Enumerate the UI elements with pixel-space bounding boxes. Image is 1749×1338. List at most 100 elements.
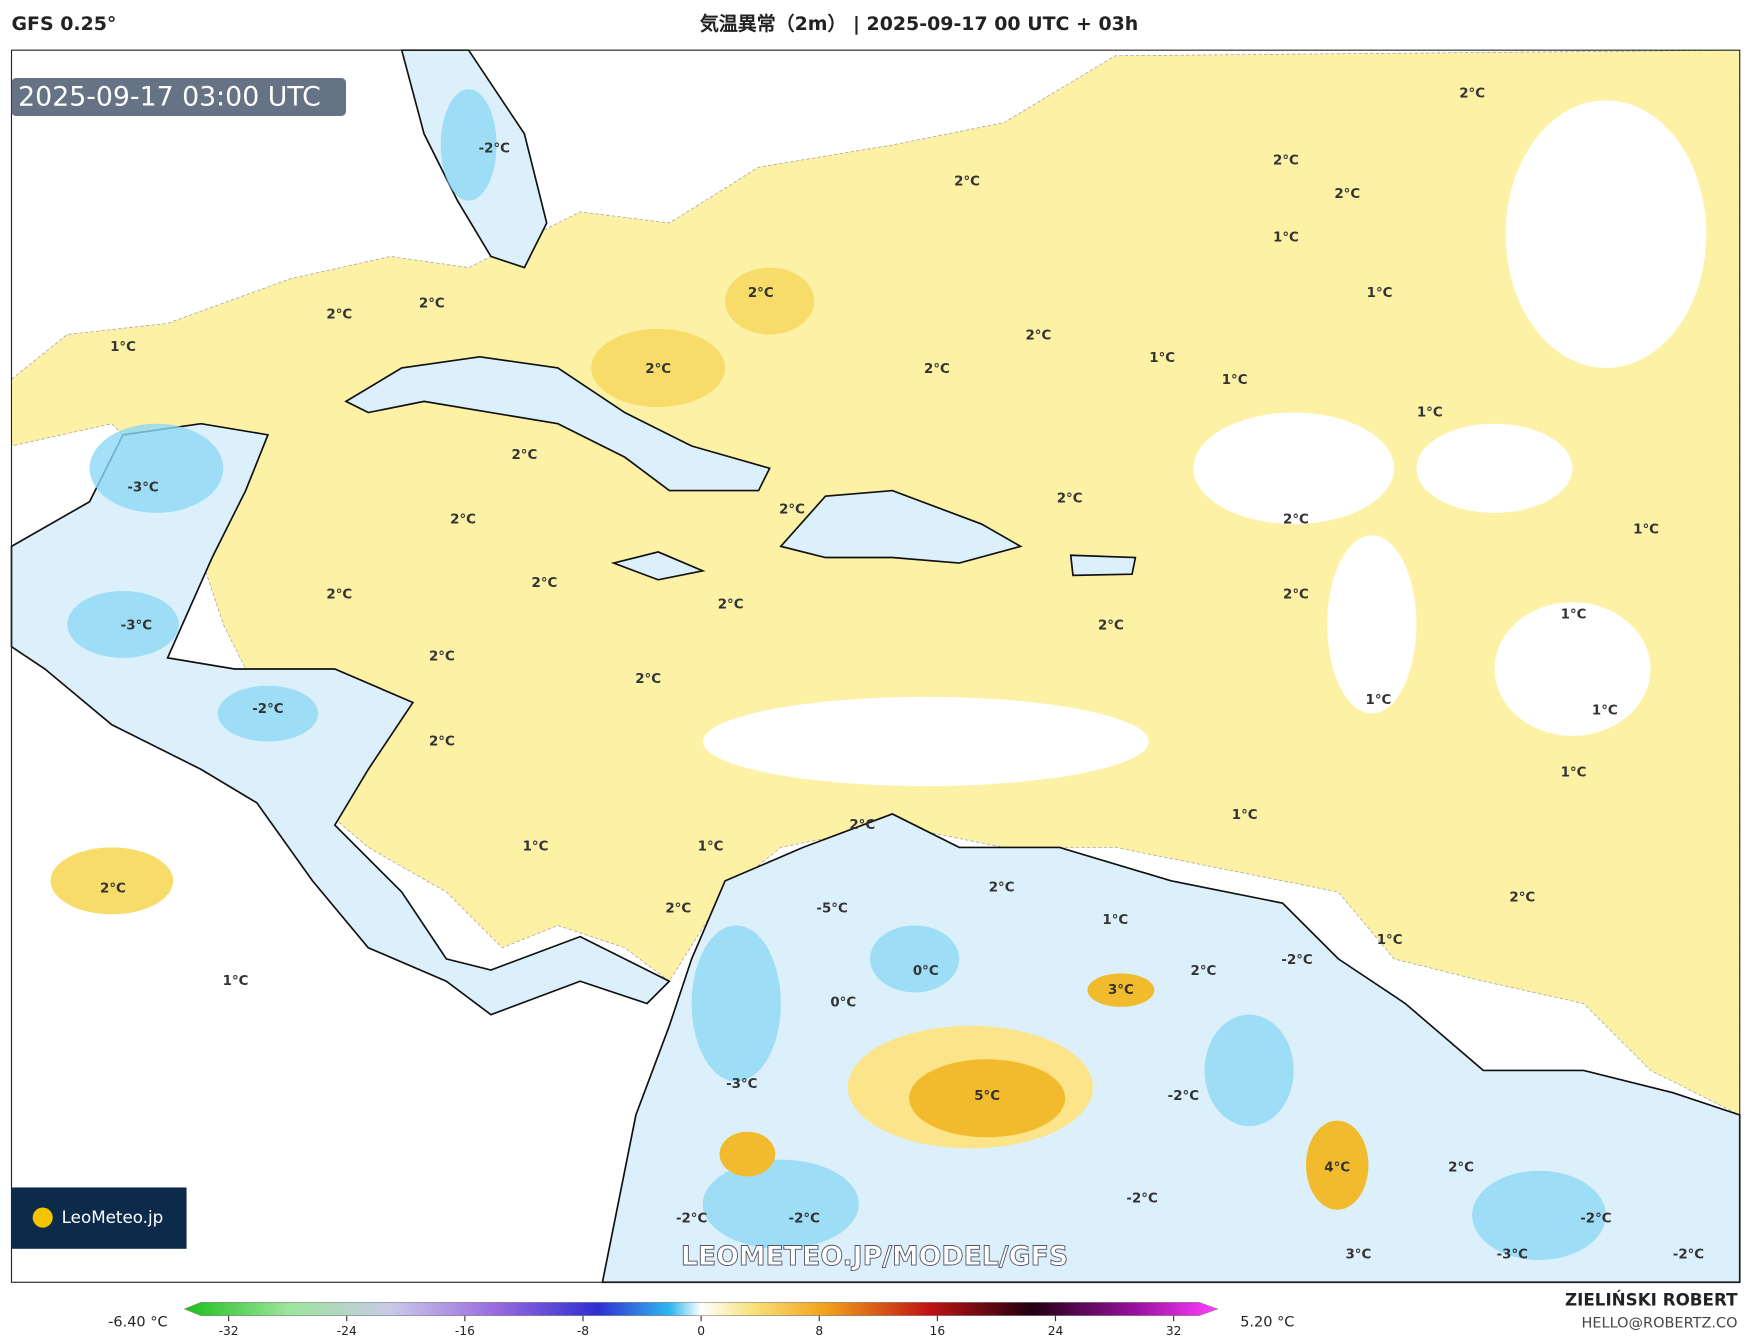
land <box>1069 554 1137 577</box>
contour-label: 2°C <box>1459 87 1485 102</box>
contour-label: 2°C <box>989 881 1015 896</box>
land <box>10 422 671 1016</box>
contour-label: -2°C <box>479 141 510 156</box>
contour-label: -3°C <box>127 480 158 495</box>
anomaly-neutral-area <box>702 696 1149 787</box>
contour-label: 3°C <box>1346 1247 1372 1262</box>
map-title: 気温異常（2m） | 2025-09-17 00 UTC + 03h <box>700 12 1138 35</box>
contour-label: -5°C <box>816 902 847 917</box>
model-name: GFS 0.25° <box>11 13 116 35</box>
contour-label: 2°C <box>532 576 558 591</box>
credit-author: ZIELIŃSKI ROBERT <box>1565 1290 1738 1310</box>
anomaly-warm-patch <box>725 267 815 335</box>
contour-label: -3°C <box>726 1077 757 1092</box>
contour-label: 1°C <box>1149 351 1175 366</box>
anomaly-neutral-area <box>1505 100 1707 368</box>
contour-label: 2°C <box>748 286 774 301</box>
contour-label: 2°C <box>1283 587 1309 602</box>
anomaly-hot-patch <box>1087 973 1155 1007</box>
contour-label: 2°C <box>326 587 352 602</box>
land <box>601 813 1741 1284</box>
anomaly-neutral-area <box>557 78 692 168</box>
contour-label: 4°C <box>1324 1160 1350 1175</box>
anomaly-warm-patch <box>50 847 174 915</box>
contour-label: 2°C <box>1334 187 1360 202</box>
anomaly-hot-patch <box>719 1131 776 1177</box>
contour-label: 2°C <box>1283 513 1309 528</box>
contour-label: 2°C <box>1057 491 1083 506</box>
colorbar-tick-label: 0 <box>697 1324 705 1338</box>
anomaly-cool-patch <box>89 423 224 513</box>
colorbar-tick-label: -32 <box>219 1324 239 1338</box>
watermark: LEOMETEO.JP/MODEL/GFS <box>681 1241 1068 1272</box>
credit-contact: HELLO@ROBERTZ.CO <box>1581 1316 1737 1332</box>
colorbar-tick-label: 32 <box>1166 1324 1182 1338</box>
contour-label: -2°C <box>1673 1247 1704 1262</box>
colorbar-tick-label: -8 <box>577 1324 589 1338</box>
contour-label: 1°C <box>698 839 724 854</box>
anomaly-neutral-area <box>1193 412 1395 525</box>
contour-label: 1°C <box>1561 607 1587 622</box>
map-frame <box>10 49 1741 1283</box>
anomaly-cool-patch <box>1472 1170 1606 1260</box>
anomaly-cool-patch <box>1204 1014 1294 1127</box>
contour-label: 2°C <box>1273 154 1299 169</box>
contour-label: 2°C <box>849 818 875 833</box>
contour-label: -2°C <box>1126 1192 1157 1207</box>
contour-label: 1°C <box>1561 766 1587 781</box>
anomaly-cool-patch <box>870 925 960 993</box>
anomaly-warm-patch <box>591 328 726 407</box>
contour-label: -2°C <box>1168 1089 1199 1104</box>
contour-label: 1°C <box>1232 808 1258 823</box>
contour-label: 2°C <box>419 296 445 311</box>
anomaly-cool-patch <box>217 685 319 742</box>
contour-label: -2°C <box>252 702 283 717</box>
colorbar <box>183 1302 1219 1316</box>
contour-label: 2°C <box>429 650 455 665</box>
contour-label: 2°C <box>718 597 744 612</box>
contour-label: 2°C <box>1191 964 1217 979</box>
contour-label: 1°C <box>1633 523 1659 538</box>
land <box>610 551 706 581</box>
anomaly-hot-patch <box>909 1059 1066 1138</box>
contour-label: 1°C <box>223 974 249 989</box>
colorbar-tick-label: -24 <box>337 1324 357 1338</box>
contour-label: 2°C <box>779 503 805 518</box>
contour-label: 2°C <box>450 513 476 528</box>
contour-label: 2°C <box>429 734 455 749</box>
anomaly-cool-patch <box>691 925 781 1082</box>
contour-label: -2°C <box>1580 1212 1611 1227</box>
contour-label: 3°C <box>1108 983 1134 998</box>
colorbar-tick-label: -16 <box>455 1324 475 1338</box>
contour-label: -2°C <box>789 1212 820 1227</box>
anomaly-hot-patch <box>1306 1120 1369 1210</box>
colorbar-tick-label: 16 <box>930 1324 946 1338</box>
contour-label: 1°C <box>1222 373 1248 388</box>
contour-label: 1°C <box>110 340 136 355</box>
anomaly-cool-patch <box>440 89 497 201</box>
anomaly-neutral-area <box>1494 602 1651 736</box>
contour-label: 5°C <box>974 1089 1000 1104</box>
timestamp: 2025-09-17 03:00 UTC <box>18 82 321 113</box>
contour-label: -3°C <box>1497 1247 1528 1262</box>
colorbar-tick-label: 8 <box>815 1324 823 1338</box>
contour-label: 2°C <box>100 882 126 897</box>
contour-label: 2°C <box>1098 619 1124 634</box>
contour-label: 2°C <box>326 307 352 322</box>
contour-label: 1°C <box>1592 703 1618 718</box>
anomaly-cool-patch <box>702 1159 859 1249</box>
timestamp-badge <box>11 78 346 116</box>
contour-label: -2°C <box>1281 953 1312 968</box>
contour-label: 2°C <box>665 902 691 917</box>
logo: LeoMeteo.jp <box>62 1207 164 1227</box>
colorbar-max: 5.20 °C <box>1240 1314 1294 1330</box>
contour-label: 2°C <box>645 362 671 377</box>
contour-label: -2°C <box>676 1212 707 1227</box>
contour-label: 1°C <box>1377 933 1403 948</box>
anomaly-neutral-area <box>1327 535 1417 714</box>
contour-label: 1°C <box>1366 693 1392 708</box>
land <box>779 489 1023 564</box>
colorbar-min: -6.40 °C <box>108 1314 167 1330</box>
anomaly-neutral-area <box>1416 423 1573 513</box>
contour-label: 1°C <box>1102 913 1128 928</box>
